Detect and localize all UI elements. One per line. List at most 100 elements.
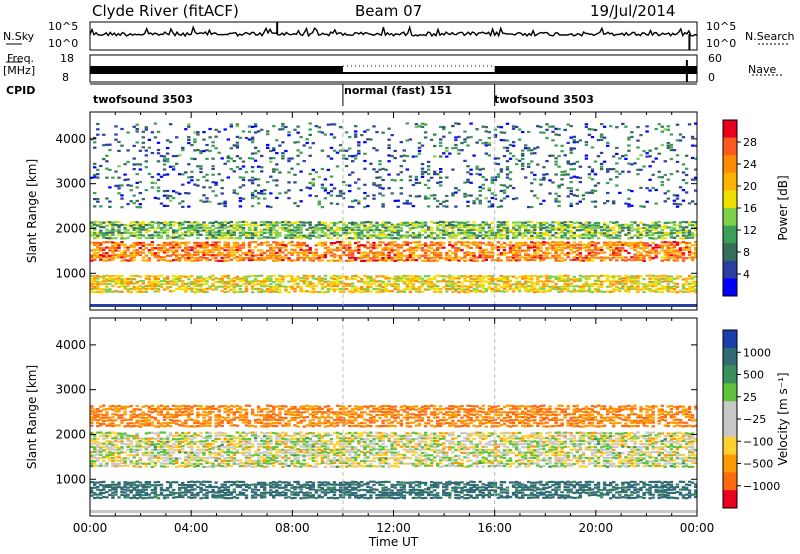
data-cell [694,241,698,244]
data-cell [657,123,661,126]
data-cell [660,181,664,184]
data-cell [429,244,434,247]
data-cell [129,425,133,428]
data-cell [387,226,391,229]
data-cell [253,280,258,283]
data-cell [129,291,133,294]
data-cell [344,275,349,278]
data-cell [499,224,504,227]
data-cell [323,133,328,136]
data-cell [593,279,598,282]
data-cell [132,163,136,166]
data-cell [99,205,103,208]
data-cell [630,131,634,134]
data-cell [226,259,230,262]
data-cell [621,249,625,252]
data-cell [247,249,252,252]
cpid-label: CPID [6,84,36,97]
data-cell [102,488,106,491]
data-cell [284,246,288,249]
data-cell [408,202,413,205]
data-cell [627,228,631,231]
data-cell [542,243,546,246]
data-cell [153,228,158,231]
data-cell [378,285,382,288]
data-cell [305,284,309,287]
data-cell [530,280,534,283]
data-cell [211,165,215,168]
data-cell [305,277,309,280]
data-cell [511,232,516,235]
data-cell [490,196,494,200]
data-cell [281,259,285,262]
data-cell [238,290,243,293]
data-cell [120,451,124,454]
data-cell [108,434,112,437]
data-cell [354,154,358,157]
data-cell [159,274,164,277]
data-cell [363,224,367,227]
data-cell [269,286,273,289]
data-cell [448,285,452,288]
data-cell [557,243,561,246]
data-cell [508,247,513,250]
data-cell [326,290,331,293]
data-cell [369,257,373,260]
data-cell [96,450,100,454]
data-cell [378,229,382,232]
data-cell [533,285,537,288]
data-cell [211,278,215,281]
data-cell [105,154,109,157]
data-cell [575,226,579,229]
data-cell [341,192,346,195]
data-cell [220,282,224,285]
data-cell [90,489,94,492]
data-cell [496,157,501,160]
data-cell [487,237,491,240]
data-cell [168,141,173,144]
data-cell [569,236,573,239]
data-cell [678,226,683,229]
data-cell [536,197,540,200]
data-cell [187,125,191,128]
data-cell [442,237,446,240]
data-cell [299,248,303,251]
data-cell [165,147,170,150]
data-cell [320,183,325,186]
data-cell [505,259,510,262]
data-cell [439,138,443,141]
data-cell [162,204,167,207]
data-cell [627,251,631,255]
data-cell [369,226,373,229]
data-cell [363,282,367,285]
data-cell [338,243,343,246]
data-cell [606,277,610,280]
data-cell [621,155,625,158]
data-cell [156,259,161,262]
data-cell [108,424,112,427]
data-cell [93,229,97,232]
data-cell [590,251,595,254]
data-cell [202,256,206,259]
data-cell [487,251,491,254]
data-cell [694,189,698,192]
data-cell [411,251,416,255]
data-cell [105,443,109,446]
data-cell [557,204,561,208]
data-cell [569,231,573,234]
data-cell [117,165,121,168]
data-cell [663,288,667,291]
data-cell [114,405,118,408]
data-cell [317,243,321,246]
data-cell [108,205,112,208]
data-cell [606,236,610,239]
data-cell [105,224,109,227]
data-cell [378,192,382,195]
nsearch-top-tick: 10^5 [706,20,737,33]
data-cell [117,432,121,435]
data-cell [181,256,185,259]
data-cell [375,291,379,294]
data-cell [499,168,504,171]
data-cell [120,280,124,283]
data-cell [247,233,252,236]
